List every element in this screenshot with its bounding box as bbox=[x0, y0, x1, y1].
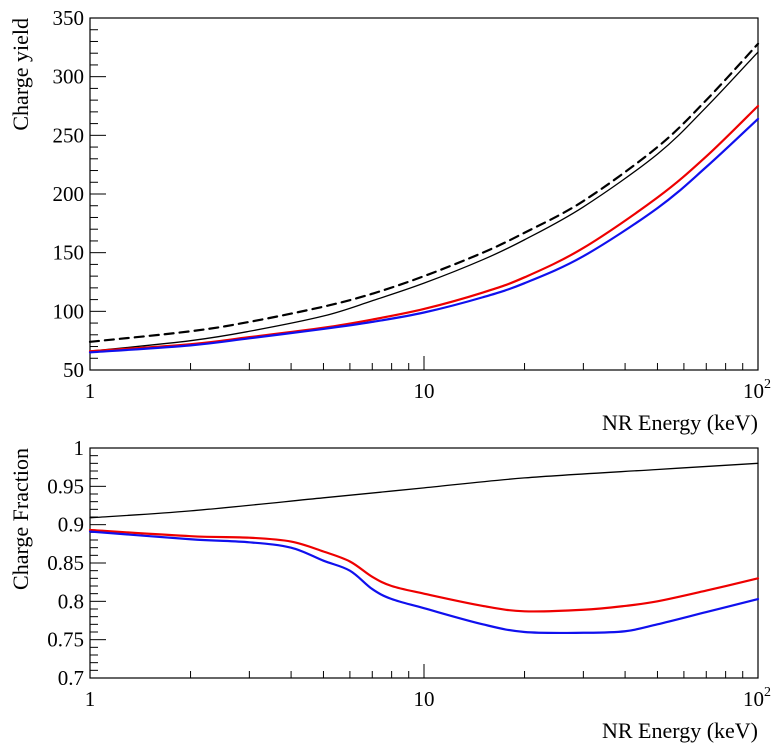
y-tick-label: 0.8 bbox=[58, 589, 84, 613]
y-tick-label: 150 bbox=[53, 241, 85, 265]
y-tick-label: 0.75 bbox=[47, 628, 84, 652]
x-axis-title: NR Energy (keV) bbox=[602, 410, 758, 435]
y-tick-label: 0.95 bbox=[47, 474, 84, 498]
y-tick-label: 0.9 bbox=[58, 513, 84, 537]
x-tick-exponent: 2 bbox=[764, 685, 771, 700]
y-tick-label: 50 bbox=[63, 358, 84, 382]
x-tick-exponent: 2 bbox=[764, 377, 771, 392]
y-tick-label: 350 bbox=[53, 6, 85, 30]
series-black-solid-line bbox=[89, 462, 759, 519]
y-tick-label: 300 bbox=[53, 65, 85, 89]
series-red-line bbox=[88, 528, 760, 613]
x-tick-label: 10 bbox=[414, 379, 435, 403]
y-tick-label: 0.85 bbox=[47, 551, 84, 575]
x-tick-label: 10 bbox=[414, 687, 435, 711]
series-blue-line bbox=[88, 117, 760, 354]
y-tick-label: 100 bbox=[53, 299, 85, 323]
x-tick-label: 1 bbox=[85, 687, 96, 711]
plot-frame bbox=[89, 17, 759, 371]
plot-frame bbox=[89, 447, 759, 679]
y-tick-label: 0.7 bbox=[58, 666, 84, 690]
x-axis-title: NR Energy (keV) bbox=[602, 718, 758, 743]
x-tick-label: 10 bbox=[743, 379, 764, 403]
series-black-dashed-line bbox=[88, 42, 760, 343]
y-tick-label: 200 bbox=[53, 182, 85, 206]
series-red-line bbox=[88, 104, 760, 353]
x-tick-label: 10 bbox=[743, 687, 764, 711]
y-tick-label: 250 bbox=[53, 123, 85, 147]
y-tick-label: 1 bbox=[74, 436, 85, 460]
y-axis-title: Charge yield bbox=[8, 18, 33, 131]
x-tick-label: 1 bbox=[85, 379, 96, 403]
series-black-solid-line bbox=[89, 51, 759, 352]
series-blue-line bbox=[88, 530, 760, 635]
y-axis-title: Charge Fraction bbox=[8, 448, 33, 590]
